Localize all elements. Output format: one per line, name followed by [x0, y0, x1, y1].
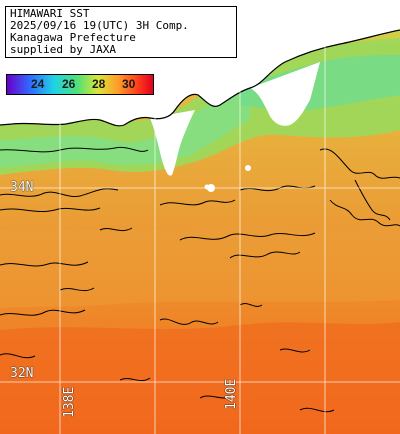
source-line: supplied by JAXA	[10, 43, 116, 56]
east-peninsula	[250, 62, 320, 126]
lat-label-34n: 34N	[10, 180, 34, 195]
legend-tick-24: 24	[31, 77, 45, 91]
island	[204, 184, 210, 190]
lon-label-138e: 138E	[62, 386, 77, 418]
island	[245, 165, 251, 171]
lat-label-32n: 32N	[10, 366, 34, 381]
isotherm-contours	[0, 146, 400, 413]
temperature-color-legend: 24 26 28 30	[6, 74, 154, 95]
title-line: HIMAWARI SST	[10, 7, 90, 20]
hot-water-south	[0, 322, 400, 434]
legend-tick-26: 26	[62, 77, 76, 91]
mid-warm-band	[0, 225, 400, 308]
peninsula	[150, 110, 195, 176]
lon-label-140e: 140E	[224, 378, 239, 410]
region-line: Kanagawa Prefecture	[10, 31, 136, 44]
cool-water-patch	[0, 88, 250, 168]
legend-tick-28: 28	[92, 77, 106, 91]
date-line: 2025/09/16 19(UTC) 3H Comp.	[10, 19, 189, 32]
coastline	[0, 29, 400, 127]
legend-tick-30: 30	[122, 77, 136, 91]
map-info-box: HIMAWARI SST 2025/09/16 19(UTC) 3H Comp.…	[5, 6, 237, 58]
